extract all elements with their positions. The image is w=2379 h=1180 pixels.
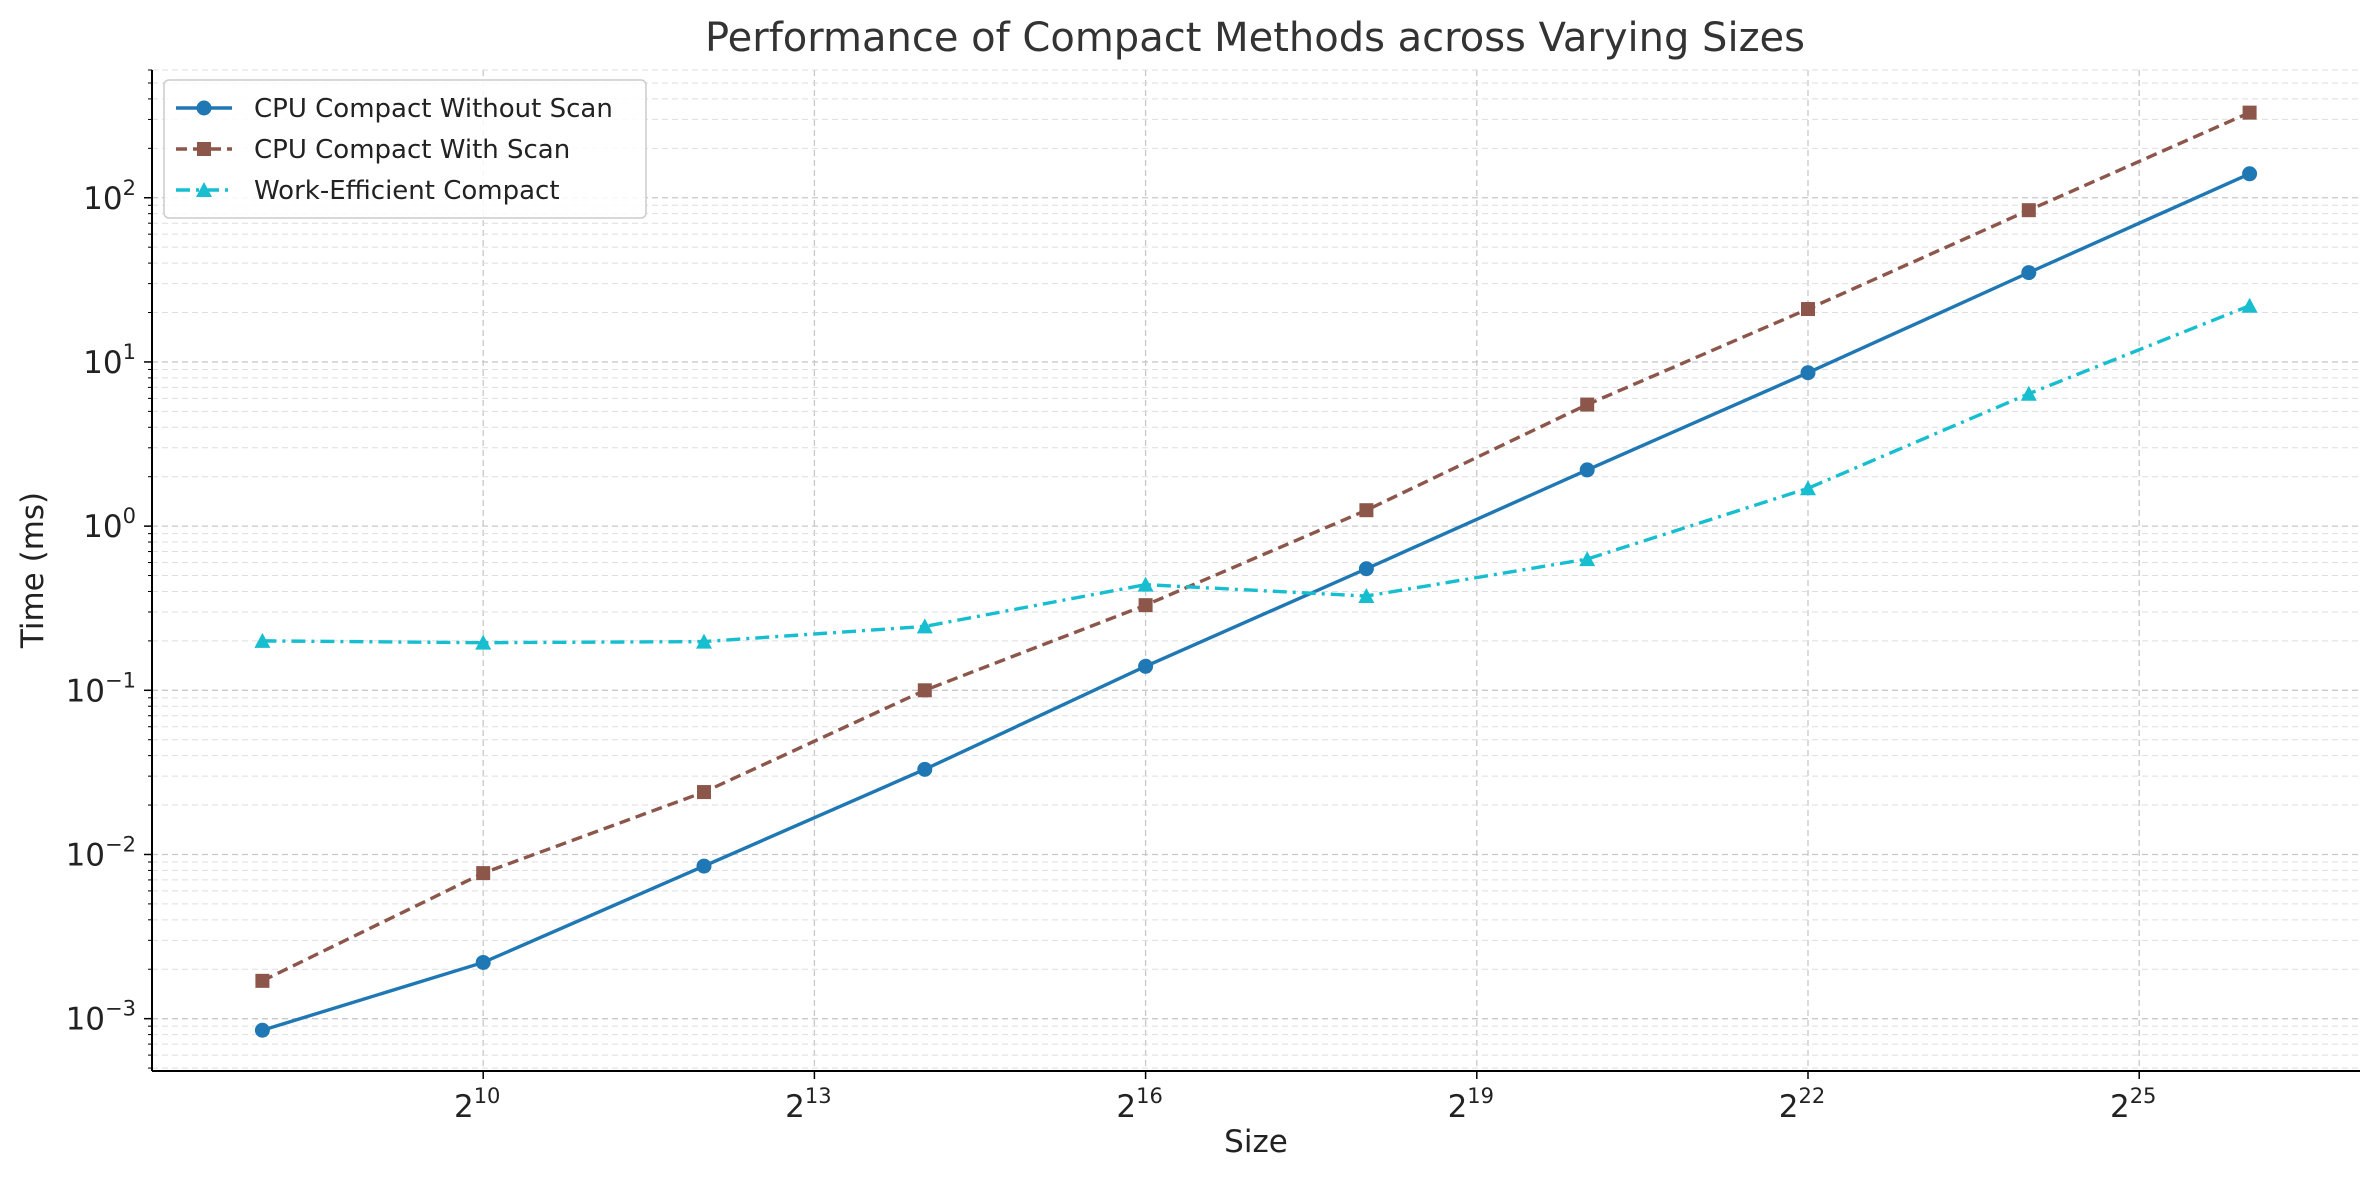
data-point bbox=[475, 634, 492, 650]
x-tick-label: 210 bbox=[454, 1084, 500, 1125]
legend-item: CPU Compact Without Scan bbox=[176, 94, 613, 124]
series-line bbox=[262, 304, 2251, 645]
series-layer bbox=[254, 105, 2258, 1038]
series-line bbox=[261, 111, 2251, 983]
y-tick-label: 100 bbox=[83, 504, 136, 545]
y-tick-label: 101 bbox=[83, 340, 136, 381]
data-point bbox=[1579, 462, 1595, 478]
series-2 bbox=[255, 105, 2257, 988]
x-axis-label: Size bbox=[1224, 1124, 1288, 1160]
data-point bbox=[697, 785, 711, 800]
data-point bbox=[1800, 480, 1816, 496]
legend-label: Work-Efficient Compact bbox=[254, 176, 560, 206]
data-point bbox=[254, 632, 271, 648]
y-axis-label: Time (ms) bbox=[15, 492, 51, 649]
legend-marker bbox=[196, 100, 212, 116]
grid bbox=[152, 69, 2360, 1071]
legend-marker bbox=[197, 142, 211, 156]
data-point bbox=[696, 633, 712, 649]
data-point bbox=[2021, 265, 2037, 281]
data-point bbox=[696, 858, 712, 874]
data-point bbox=[2021, 203, 2036, 218]
x-tick-label: 216 bbox=[1116, 1084, 1162, 1125]
data-point bbox=[254, 1022, 270, 1038]
legend-label: CPU Compact Without Scan bbox=[254, 94, 613, 124]
data-point bbox=[1579, 551, 1596, 567]
legend-marker bbox=[196, 182, 212, 197]
y-tick-label: 10−2 bbox=[66, 832, 136, 873]
data-point bbox=[917, 683, 932, 698]
series-1 bbox=[254, 166, 2258, 1038]
data-point bbox=[2020, 385, 2037, 401]
data-point bbox=[1138, 598, 1153, 613]
data-point bbox=[255, 973, 270, 988]
x-ticks: 210 213 216 219 222 225 bbox=[454, 1071, 2156, 1125]
chart-title: Performance of Compact Methods across Va… bbox=[705, 15, 1805, 61]
y-tick-label: 10−3 bbox=[66, 997, 136, 1038]
data-point bbox=[917, 761, 933, 777]
y-tick-label: 10−1 bbox=[66, 668, 136, 709]
data-point bbox=[916, 618, 933, 634]
legend-item: Work-Efficient Compact bbox=[176, 176, 560, 206]
data-point bbox=[2242, 166, 2258, 182]
data-point bbox=[2241, 297, 2258, 313]
legend: CPU Compact Without Scan CPU Compact With… bbox=[163, 79, 647, 219]
data-point bbox=[1801, 302, 1815, 317]
data-point bbox=[1358, 561, 1374, 577]
y-ticks: 10−3 10−2 10−1 100 101 102 bbox=[66, 69, 152, 1069]
data-point bbox=[2242, 105, 2257, 120]
data-point bbox=[1800, 365, 1816, 381]
series-line bbox=[261, 172, 2251, 1032]
legend-item: CPU Compact With Scan bbox=[176, 135, 570, 165]
legend-label: CPU Compact With Scan bbox=[254, 135, 570, 165]
data-point bbox=[475, 954, 491, 970]
data-point bbox=[476, 866, 491, 881]
x-tick-label: 213 bbox=[785, 1084, 831, 1125]
x-tick-label: 219 bbox=[1448, 1084, 1494, 1125]
data-point bbox=[1358, 588, 1375, 604]
data-point bbox=[1359, 503, 1374, 518]
data-point bbox=[1138, 658, 1154, 674]
legend-box bbox=[163, 79, 647, 219]
data-point bbox=[1580, 397, 1595, 412]
series-3 bbox=[254, 297, 2258, 650]
data-point bbox=[1137, 576, 1154, 592]
x-tick-label: 225 bbox=[2110, 1084, 2156, 1125]
x-tick-label: 222 bbox=[1779, 1084, 1825, 1125]
y-tick-label: 102 bbox=[83, 176, 136, 217]
